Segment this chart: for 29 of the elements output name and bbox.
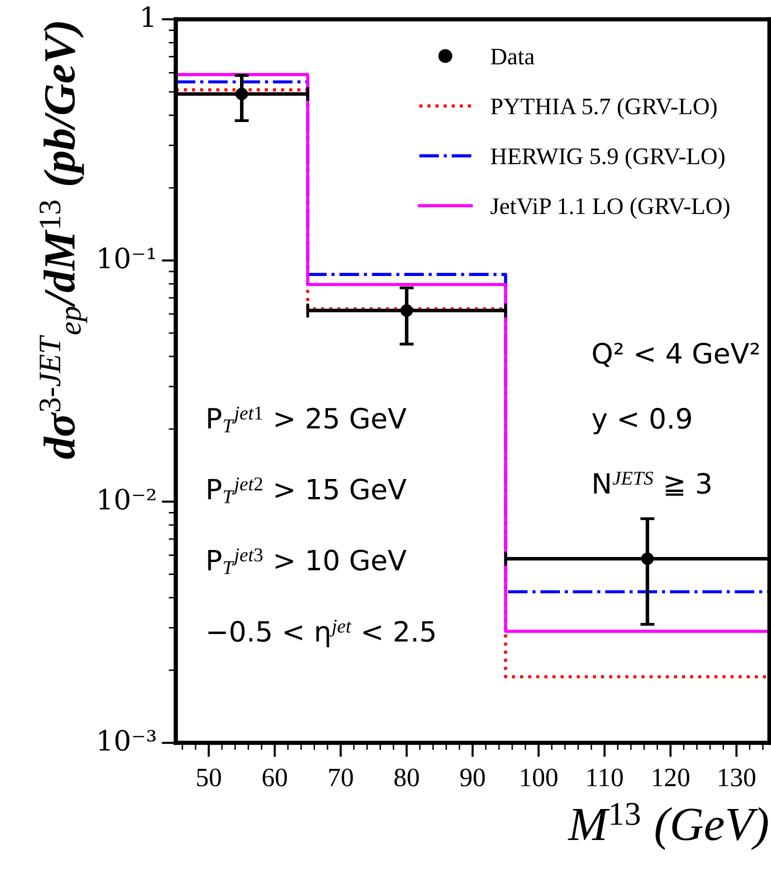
y-tick-label: 1 xyxy=(142,6,154,27)
y-tick-label: 10⁻¹ xyxy=(99,248,155,269)
legend-label: Data xyxy=(490,48,534,65)
annotation: N$^{JETS}$ ≧ 3 xyxy=(594,472,710,496)
annotation: y < 0.9 xyxy=(592,408,691,434)
y-tick-label: 10⁻² xyxy=(99,488,156,510)
x-tick-label: 70 xyxy=(329,768,353,786)
annotation: P$_{T}$$^{jet2}$ > 15 GeV xyxy=(208,477,406,504)
annotation: Q² < 4 GeV² xyxy=(592,342,759,367)
x-tick-label: 80 xyxy=(394,768,419,786)
x-tick-label: 50 xyxy=(197,768,221,786)
x-tick-label: 60 xyxy=(262,768,287,786)
annotation: −0.5 < η$^{jet}$ < 2.5 xyxy=(208,620,434,648)
point xyxy=(641,552,654,565)
x-tick-label: 90 xyxy=(460,768,485,786)
x-axis-title: M$^{13}$ (GeV) xyxy=(568,802,768,850)
annotation: P$_{T}$$^{jet1}$ > 25 GeV xyxy=(208,406,406,432)
legend-label: HERWIG 5.9 (GRV-LO) xyxy=(490,148,724,170)
x-tick-label: 110 xyxy=(588,768,623,786)
legend-label: PYTHIA 5.7 (GRV-LO) xyxy=(490,98,717,120)
point xyxy=(400,304,413,317)
legend-label: JetViP 1.1 LO (GRV-LO) xyxy=(490,198,730,219)
y-tick-label: 10⁻³ xyxy=(99,730,156,751)
point xyxy=(236,88,248,100)
x-tick-label: 130 xyxy=(719,768,756,786)
x-tick-label: 100 xyxy=(521,768,558,786)
x-tick-label: 120 xyxy=(653,768,690,786)
y-axis-title: dσ$^{3-JET}$$_{ep}$/dM$^{13}$ (pb/GeV) xyxy=(40,22,88,459)
annotation: P$_{T}$$^{jet3}$ > 10 GeV xyxy=(208,548,406,574)
